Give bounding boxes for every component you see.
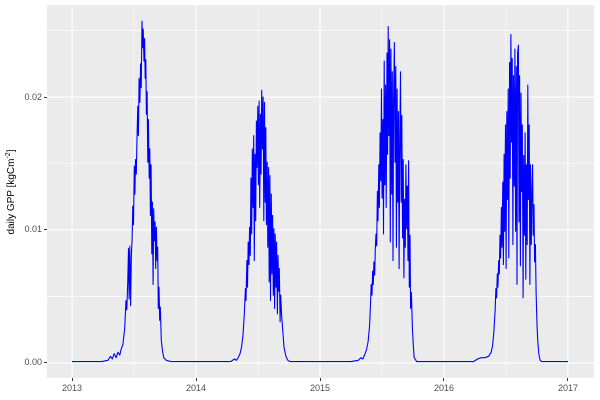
y-tick-mark [44,362,47,364]
y-tick-label: 0.00 [24,357,42,368]
y-tick-label: 0.01 [24,224,42,235]
x-tick-label: 2013 [62,383,83,393]
x-tick-mark [319,378,321,381]
x-tick-label: 2017 [557,383,578,393]
y-tick-label: 0.02 [24,91,42,102]
x-tick-label: 2015 [309,383,331,393]
y-axis-label-bracket: ] [6,149,18,152]
x-tick-label: 2016 [433,383,454,393]
x-tick-mark [443,378,445,381]
y-axis-label: daily GPP [kgCm-2] [5,149,17,234]
y-tick-mark [44,229,47,231]
y-axis-label-text: daily GPP [kgCm [6,158,18,234]
y-axis-label-superscript: -2 [4,151,12,159]
x-tick-mark [195,378,197,381]
plot-panel [47,5,594,378]
x-tick-mark [567,378,569,381]
x-tick-label: 2014 [186,383,207,393]
x-tick-mark [71,378,73,381]
gpp-line-series [72,20,568,363]
y-tick-mark [44,96,47,98]
plot-area-svg [47,5,594,378]
